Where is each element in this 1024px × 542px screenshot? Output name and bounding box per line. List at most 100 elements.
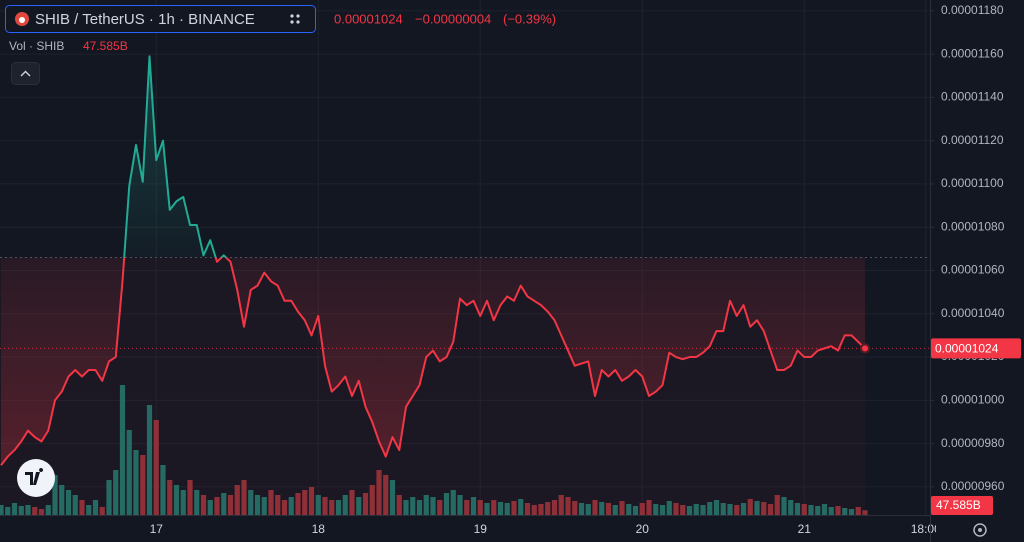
volume-bar (767, 504, 774, 515)
volume-bar (160, 465, 166, 515)
volume-bar (592, 500, 598, 515)
volume-bar (626, 504, 632, 515)
last-price: 0.00001024 (334, 11, 403, 26)
volume-bar (524, 503, 531, 515)
volume-bar (335, 500, 342, 515)
volume-legend: Vol · SHIB (9, 39, 64, 53)
volume-bar (126, 430, 132, 515)
last-price-badge (931, 338, 1021, 359)
volume-bar (268, 490, 274, 515)
volume-bar (342, 495, 348, 515)
volume-bar (835, 506, 841, 515)
volume-bar (113, 470, 119, 515)
volume-bar (464, 500, 470, 515)
volume-bar (315, 495, 321, 515)
volume-bar (254, 495, 261, 515)
volume-bar (707, 502, 713, 515)
x-labels: 17 18 19 20 21 18:00 (150, 522, 936, 536)
volume-bar (727, 504, 733, 515)
volume-bar (99, 507, 105, 515)
volume-bar (551, 500, 558, 515)
volume-bar (531, 505, 537, 515)
volume-bar (146, 405, 153, 515)
collapse-icon (20, 70, 31, 77)
volume-bar (302, 490, 308, 515)
logo-mark (25, 468, 44, 485)
volume-bar (693, 504, 699, 515)
volume-bar (666, 501, 672, 515)
volume-bar (632, 506, 639, 515)
volume-bar (821, 504, 828, 515)
volume-bar (288, 497, 294, 515)
volume-bar (491, 500, 497, 515)
volume-bar (599, 502, 605, 515)
x-tick-label: 21 (798, 522, 812, 536)
price-line-down (0, 257, 866, 466)
volume-bar (450, 490, 456, 515)
volume-bar (416, 500, 423, 515)
volume-bar (180, 490, 186, 515)
volume-bar (18, 506, 24, 515)
volume-bar (106, 480, 112, 515)
volume-bar (680, 505, 686, 515)
volume-bar (241, 480, 247, 515)
volume-bar (504, 503, 510, 515)
last-price-badge-label: 0.00001024 (935, 342, 999, 356)
settings-icon (978, 528, 982, 532)
y-tick-label: 0.00001060 (941, 263, 1005, 277)
volume-bar (403, 500, 409, 515)
volume-bar (376, 470, 382, 515)
volume-bar (558, 495, 564, 515)
volume-legend-value: 47.585B (83, 39, 128, 53)
volume-bar (545, 502, 551, 515)
volume-bar (200, 495, 207, 515)
volume-bar (423, 495, 429, 515)
y-tick-label: 0.00001140 (941, 90, 1004, 104)
volume-bar (855, 507, 861, 515)
menu-dot (296, 20, 300, 24)
volume-bar (646, 500, 652, 515)
volume-bar (356, 497, 362, 515)
y-tick-label: 0.00001000 (941, 392, 1005, 406)
y-tick-label: 0.00001180 (941, 3, 1004, 17)
volume-bar (720, 503, 726, 515)
collapse-button[interactable] (11, 62, 40, 85)
volume-bar (383, 475, 389, 515)
volume-bar (619, 501, 625, 515)
volume-bar (842, 508, 848, 515)
volume-bar (38, 509, 45, 515)
area-below (1, 257, 865, 466)
volume-bar (700, 505, 706, 515)
volume-bar (25, 505, 31, 515)
y-tick-label: 0.00000980 (941, 436, 1005, 450)
symbol-menu[interactable] (290, 14, 300, 24)
volume-bar (477, 500, 483, 515)
price-change: −0.00000004 (415, 11, 491, 26)
volume-bar (248, 490, 254, 515)
volume-bar (369, 485, 375, 515)
volume-badge-label: 47.585B (936, 498, 981, 512)
price-line-up (123, 55, 228, 258)
volume-bar (639, 503, 645, 515)
volume-bar (538, 504, 544, 515)
volume-bar (747, 499, 753, 515)
volume-bar (457, 495, 463, 515)
volume-bar (713, 500, 720, 515)
volume-bar (79, 500, 85, 515)
settings-button[interactable] (973, 523, 987, 537)
volume-bar (443, 493, 450, 515)
x-tick-label: 17 (150, 522, 164, 536)
volume-bar (308, 487, 315, 515)
volume-bar (221, 493, 227, 515)
volume-bar (349, 490, 355, 515)
volume-bar (5, 507, 11, 515)
volume-bar (673, 503, 679, 515)
volume-bar (848, 509, 855, 515)
volume-bar (470, 497, 477, 515)
symbol-box[interactable] (5, 5, 316, 33)
volume-bar (362, 493, 369, 515)
volume-bar (653, 504, 659, 515)
volume-bar (140, 455, 146, 515)
